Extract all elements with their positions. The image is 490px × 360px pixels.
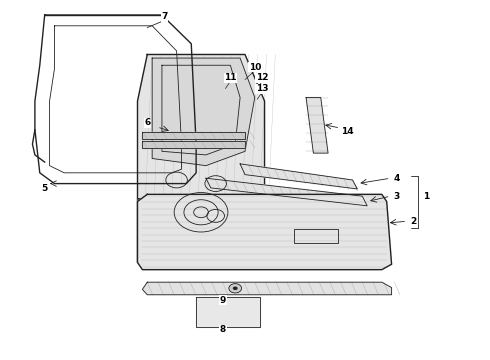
Text: 7: 7 [161, 12, 168, 21]
Polygon shape [143, 282, 392, 295]
Text: 13: 13 [256, 84, 269, 93]
Text: 6: 6 [144, 118, 150, 127]
Polygon shape [240, 164, 357, 189]
Polygon shape [138, 198, 265, 262]
Polygon shape [138, 194, 392, 270]
Text: 3: 3 [393, 192, 399, 201]
Text: 4: 4 [393, 174, 400, 183]
Polygon shape [138, 54, 265, 262]
Text: 2: 2 [411, 217, 416, 226]
Text: 10: 10 [248, 63, 261, 72]
Text: 5: 5 [42, 184, 48, 193]
Text: 12: 12 [256, 73, 269, 82]
Polygon shape [143, 140, 245, 148]
Polygon shape [306, 98, 328, 153]
Polygon shape [143, 132, 245, 139]
Polygon shape [152, 58, 255, 166]
Text: 8: 8 [220, 325, 226, 334]
Circle shape [233, 287, 238, 290]
Circle shape [229, 284, 242, 293]
Text: 11: 11 [224, 73, 237, 82]
Text: 1: 1 [423, 192, 429, 201]
Polygon shape [206, 178, 367, 206]
Polygon shape [196, 297, 260, 327]
Text: 14: 14 [342, 127, 354, 136]
Text: 9: 9 [220, 296, 226, 305]
